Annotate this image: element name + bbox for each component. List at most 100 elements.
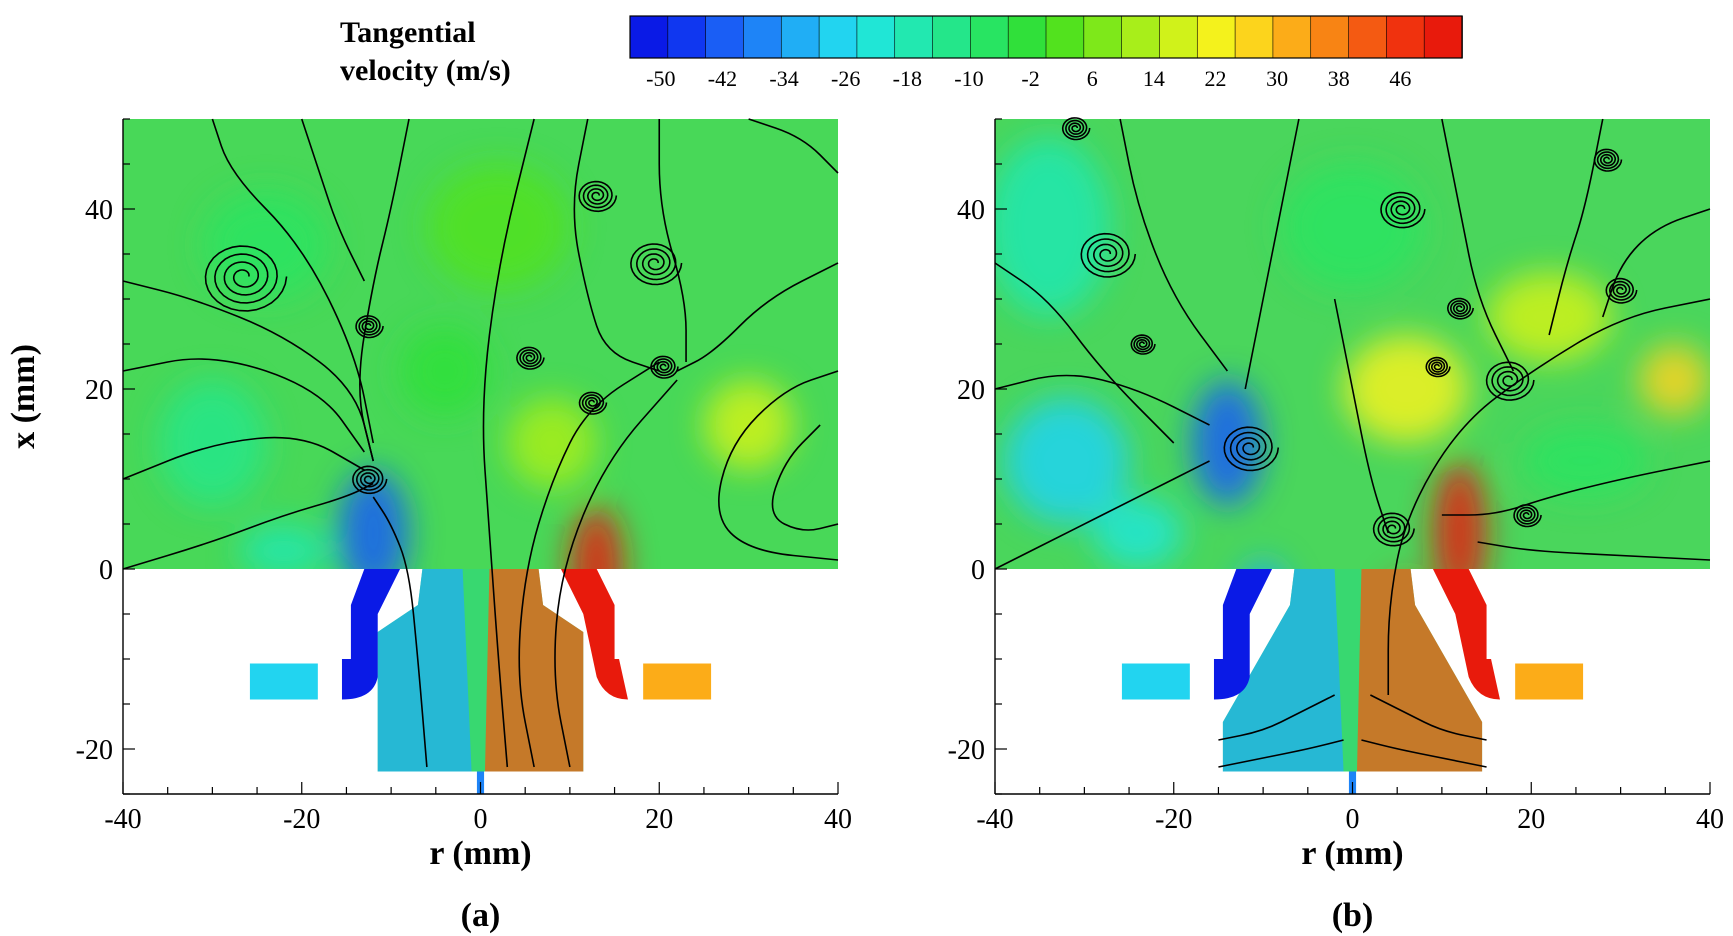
pipe-negative-flow	[1222, 569, 1344, 772]
colorbar-tick-label: 46	[1389, 66, 1411, 91]
vortex	[578, 180, 618, 213]
colorbar-title-line2: velocity (m/s)	[340, 54, 511, 87]
right-inlet-bar	[1515, 663, 1584, 700]
streamline	[1441, 118, 1515, 372]
x-axis-label-b: r (mm)	[1301, 835, 1403, 872]
colorbar-cell	[1423, 15, 1463, 59]
colorbar-cell	[1007, 15, 1047, 59]
streamline	[1218, 694, 1335, 741]
streamlines-b	[994, 117, 1711, 768]
vortex	[1485, 361, 1535, 401]
x-tick-label: 0	[474, 804, 488, 835]
streamline	[482, 118, 535, 768]
velocity-patch	[1281, 164, 1424, 290]
velocity-patch	[1191, 380, 1264, 506]
colorbar-tick-label: 14	[1143, 66, 1165, 91]
y-tick-label: 0	[971, 555, 985, 586]
panel-b: -40 -20 0 20 40 -20 0 20 40 r (mm) (b)	[948, 117, 1724, 934]
velocity-patch	[203, 191, 329, 299]
velocity-patch	[1248, 560, 1278, 569]
colorbar-frame	[629, 15, 1463, 59]
streamline	[748, 118, 839, 174]
streamline	[658, 119, 687, 362]
colorbar-cell	[894, 15, 934, 59]
streamline	[1601, 208, 1711, 318]
colorbar-cell	[1159, 15, 1199, 59]
streamline	[1333, 298, 1390, 534]
vortex	[630, 243, 683, 286]
y-tick-label: 20	[85, 375, 113, 406]
y-tick-label: 40	[957, 195, 985, 226]
streamline	[359, 118, 410, 462]
vortex	[1605, 277, 1638, 304]
colorbar-cell	[818, 15, 858, 59]
streamline	[1218, 739, 1344, 768]
streamline	[518, 361, 660, 768]
vortex	[1513, 504, 1542, 528]
streamline	[994, 460, 1210, 570]
colorbar-tick-label: -26	[831, 66, 860, 91]
streamline	[122, 358, 365, 453]
velocity-patch	[1486, 272, 1612, 362]
x-tick-label: 40	[824, 804, 852, 835]
panel-a: -40 -20 0 20 40 -20 0 20 40 r (mm) x (mm) (a)	[5, 118, 852, 934]
x-tick-label: 0	[1346, 804, 1360, 835]
vortex	[352, 465, 388, 495]
velocity-patch	[569, 506, 624, 569]
pipe-positive-flow	[484, 569, 584, 772]
velocity-patch	[1093, 497, 1183, 569]
streamline	[676, 262, 839, 372]
colorbar-tick-label: 6	[1087, 66, 1098, 91]
streamline	[554, 379, 678, 768]
streamline	[300, 118, 366, 282]
vortex	[204, 245, 288, 312]
streamline	[718, 370, 839, 561]
streamline	[994, 262, 1175, 444]
velocity-patch	[1343, 335, 1469, 443]
colorbar-cell	[1348, 15, 1388, 59]
x-axis-label-a: r (mm)	[429, 835, 531, 872]
y-tick-label: 40	[85, 195, 113, 226]
streamline	[122, 482, 374, 570]
velocity-patch	[1638, 344, 1710, 416]
left-slot-jet	[1213, 569, 1273, 700]
streamline	[122, 436, 365, 480]
velocity-patch	[1522, 425, 1648, 497]
velocity-patch	[400, 326, 490, 416]
streamline	[372, 496, 428, 768]
left-inlet-bar	[249, 663, 318, 700]
colorbar-tick-label: -10	[954, 66, 983, 91]
vortex	[1380, 191, 1426, 229]
colorbar-cell	[705, 15, 745, 59]
colorbar-cell	[1083, 15, 1123, 59]
streamlines-a	[122, 118, 839, 768]
colorbar-tick-label: -34	[769, 66, 798, 91]
streamline	[1441, 460, 1711, 516]
x-tick-label: 20	[645, 804, 673, 835]
colorbar-cell	[1045, 15, 1085, 59]
streamline	[1361, 739, 1487, 768]
velocity-patch	[426, 164, 570, 290]
colorbar-tick-label: 38	[1328, 66, 1350, 91]
colorbar-cell	[780, 15, 820, 59]
streamline	[771, 424, 839, 531]
vortex	[1372, 512, 1415, 547]
streamline	[211, 118, 375, 444]
nozzle-shapes-b	[1121, 569, 1584, 794]
vortex	[355, 315, 384, 339]
vortex	[516, 346, 545, 370]
streamline	[1387, 298, 1711, 695]
x-tick-label: -20	[1155, 804, 1192, 835]
streamline	[1477, 541, 1711, 561]
velocity-patch	[239, 524, 329, 569]
colorbar-cell	[1234, 15, 1274, 59]
streamline	[1370, 694, 1487, 741]
left-inlet-bar	[1121, 663, 1190, 700]
colorbar-tick-label: -50	[646, 66, 675, 91]
streamline	[122, 280, 375, 462]
y-tick-label: 0	[99, 555, 113, 586]
colorbar-cell	[1310, 15, 1350, 59]
colorbar: Tangential velocity (m/s) -50 -42 -34 -26 -1…	[340, 15, 1463, 91]
colorbar-cell	[1196, 15, 1236, 59]
